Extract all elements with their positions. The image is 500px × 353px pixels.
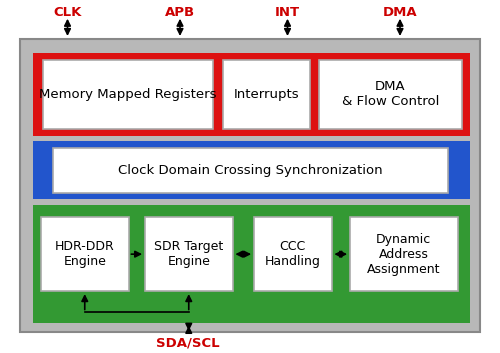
Text: Clock Domain Crossing Synchronization: Clock Domain Crossing Synchronization: [118, 164, 382, 177]
Text: Memory Mapped Registers: Memory Mapped Registers: [39, 88, 216, 101]
Text: DMA
& Flow Control: DMA & Flow Control: [342, 80, 439, 108]
Bar: [32, 205, 470, 323]
Bar: [145, 217, 233, 291]
Bar: [222, 60, 310, 129]
Text: SDR Target
Engine: SDR Target Engine: [154, 240, 224, 268]
Bar: [32, 141, 470, 199]
Bar: [42, 60, 212, 129]
Text: Dynamic
Address
Assignment: Dynamic Address Assignment: [367, 233, 440, 276]
Text: APB: APB: [165, 6, 195, 19]
Text: SDA/SCL: SDA/SCL: [156, 337, 220, 349]
Bar: [52, 148, 448, 193]
Text: INT: INT: [275, 6, 300, 19]
Bar: [319, 60, 462, 129]
Bar: [41, 217, 128, 291]
Text: HDR-DDR
Engine: HDR-DDR Engine: [55, 240, 114, 268]
Bar: [20, 39, 480, 332]
Bar: [254, 217, 332, 291]
Text: CLK: CLK: [54, 6, 82, 19]
Text: CCC
Handling: CCC Handling: [265, 240, 320, 268]
Text: DMA: DMA: [382, 6, 418, 19]
Bar: [350, 217, 458, 291]
Bar: [32, 53, 470, 136]
Text: Interrupts: Interrupts: [234, 88, 299, 101]
